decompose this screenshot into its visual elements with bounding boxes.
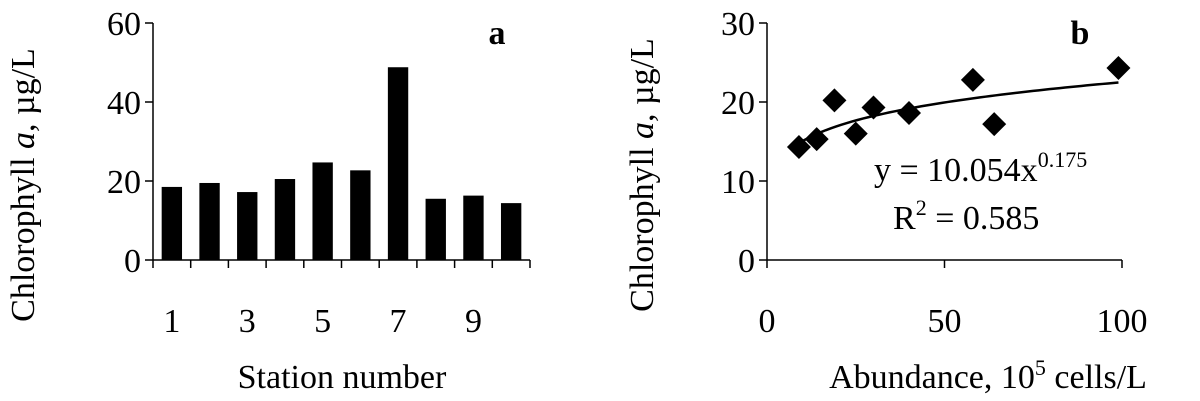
panel-b-label: b (1071, 15, 1090, 52)
panel-b-y-tick-label: 20 (721, 85, 755, 122)
panel-a-y-axis-title: Chlorophyll a, µg/L (5, 48, 42, 322)
trendline-equation: y = 10.054x0.175 (874, 147, 1087, 189)
panel-a-y-tick-label: 60 (107, 6, 141, 43)
panel-b-x-tick-label: 100 (1097, 303, 1148, 340)
scatter-point (843, 121, 868, 146)
panel-b-x-axis-title: Abundance, 105 cells/L (829, 355, 1147, 396)
bar (199, 182, 220, 260)
panel-b-y-tick-label: 10 (721, 164, 755, 201)
panel-a-y-tick-label: 20 (107, 164, 141, 201)
bar (425, 198, 446, 260)
panel-a-y-tick-label: 0 (124, 243, 141, 280)
bar (312, 162, 333, 260)
scatter-point (786, 135, 811, 160)
panel-a-x-tick-label: 5 (314, 303, 331, 340)
panel-b-x-ticks: 0 50 100 (759, 260, 1148, 340)
scatter-point (960, 67, 985, 92)
bar (500, 203, 522, 260)
panel-b-trendline (798, 81, 1119, 145)
panel-b-y-tick-label: 0 (738, 243, 755, 280)
panel-b-y-tick-label: 30 (721, 6, 755, 43)
panel-b-x-tick-label: 0 (759, 303, 776, 340)
panel-a-x-tick-label: 7 (390, 303, 407, 340)
panel-a-y-ticks: 0 20 40 60 (107, 6, 153, 280)
panel-a-bars (161, 67, 522, 261)
panel-a-x-tick-label: 9 (465, 303, 482, 340)
scatter-point (982, 112, 1007, 137)
scatter-point (897, 101, 921, 126)
bar (350, 170, 371, 260)
panel-a-y-tick-label: 40 (107, 85, 141, 122)
bar (463, 195, 484, 260)
panel-a-x-axis-title: Station number (238, 359, 447, 396)
panel-b-x-tick-label: 50 (928, 303, 962, 340)
bar (161, 186, 183, 260)
panel-b-y-axis-title: Chlorophyll a, µg/L (624, 38, 661, 312)
panel-a: Chlorophyll a, µg/L 0 20 40 60 1 3 5 7 9 Statio… (5, 6, 531, 396)
scatter-point (804, 127, 829, 152)
bar (274, 179, 296, 260)
scatter-point (822, 88, 847, 113)
scatter-point (1106, 56, 1131, 81)
panel-a-label: a (489, 15, 506, 52)
panel-a-x-ticks: 1 3 5 7 9 (152, 260, 531, 340)
bar (237, 192, 258, 260)
panel-b-y-ticks: 0 10 20 30 (721, 6, 767, 280)
trendline-r-squared: R2 = 0.585 (893, 195, 1039, 237)
panel-b: Chlorophyll a, µg/L 0 10 20 30 0 50 100 Abund… (624, 6, 1148, 396)
scatter-point (861, 95, 886, 120)
panel-a-x-tick-label: 1 (163, 303, 180, 340)
panel-a-x-tick-label: 3 (239, 303, 256, 340)
panel-b-points (786, 56, 1131, 160)
bar (387, 67, 409, 261)
